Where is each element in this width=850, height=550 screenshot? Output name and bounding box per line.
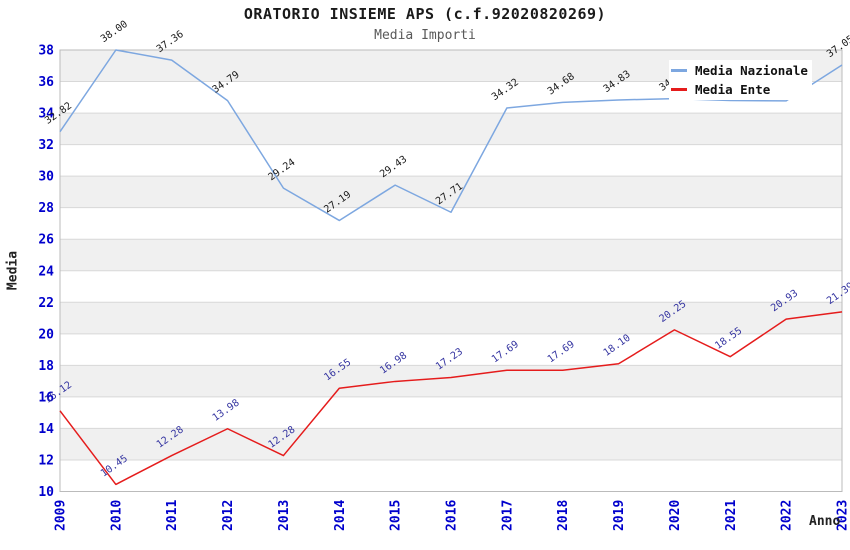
y-tick-label: 22 (38, 296, 54, 311)
y-tick-label: 38 (38, 44, 54, 59)
y-tick-label: 32 (38, 138, 54, 153)
plot-band (60, 333, 842, 366)
x-tick-label: 2019 (612, 500, 627, 531)
y-tick-label: 36 (38, 75, 54, 90)
y-axis-label: Media (5, 250, 21, 291)
plot-band (60, 270, 842, 303)
x-tick-label: 2017 (500, 500, 515, 531)
y-tick-label: 26 (38, 233, 54, 248)
legend: Media Nazionale Media Ente (669, 60, 812, 100)
x-tick-label: 2021 (724, 500, 739, 531)
y-tick-label: 30 (38, 170, 54, 185)
plot-band (60, 144, 842, 177)
x-tick-label: 2022 (780, 500, 795, 531)
x-tick-label: 2016 (445, 500, 460, 531)
plot-border (59, 49, 843, 492)
x-tick-label: 2013 (277, 500, 292, 531)
chart-title: ORATORIO INSIEME APS (c.f.92020820269) (243, 5, 607, 23)
x-axis-label: Anno (809, 514, 841, 529)
x-tick-label: 2014 (333, 500, 348, 531)
plot-band (60, 428, 842, 460)
y-tick-label: 20 (38, 327, 54, 342)
y-tick-label: 16 (38, 390, 54, 405)
x-tick-label: 2018 (556, 500, 571, 531)
plot-band (60, 302, 842, 334)
y-tick-label: 12 (38, 453, 54, 468)
plot-band (60, 396, 842, 429)
plot-band (60, 176, 842, 208)
legend-swatch-media-ente (671, 88, 687, 91)
y-tick-label: 24 (38, 264, 54, 279)
x-tick-label: 2020 (668, 500, 683, 531)
plot-band (60, 239, 842, 271)
legend-label-media-ente: Media Ente (695, 82, 771, 97)
plot-band (60, 365, 842, 397)
legend-swatch-media-nazionale (671, 69, 687, 72)
plot-band (60, 459, 842, 492)
x-tick-label: 2009 (54, 500, 69, 531)
y-tick-label: 34 (38, 107, 54, 122)
legend-item-media-nazionale: Media Nazionale (669, 63, 812, 78)
x-tick-label: 2015 (389, 500, 404, 531)
x-tick-label: 2023 (836, 500, 850, 531)
y-tick-label: 10 (38, 485, 54, 500)
x-tick-label: 2012 (221, 500, 236, 531)
legend-label-media-nazionale: Media Nazionale (695, 63, 808, 78)
y-tick-label: 28 (38, 201, 54, 216)
y-tick-label: 18 (38, 359, 54, 374)
plot-band (60, 113, 842, 145)
series-line-1 (59, 311, 843, 486)
x-tick-label: 2010 (109, 500, 124, 531)
y-tick-label: 14 (38, 422, 54, 437)
legend-item-media-ente: Media Ente (669, 82, 812, 97)
chart-subtitle: Media Importi (374, 28, 476, 43)
point-label: 38.00 (99, 19, 130, 45)
x-tick-label: 2011 (165, 500, 180, 531)
